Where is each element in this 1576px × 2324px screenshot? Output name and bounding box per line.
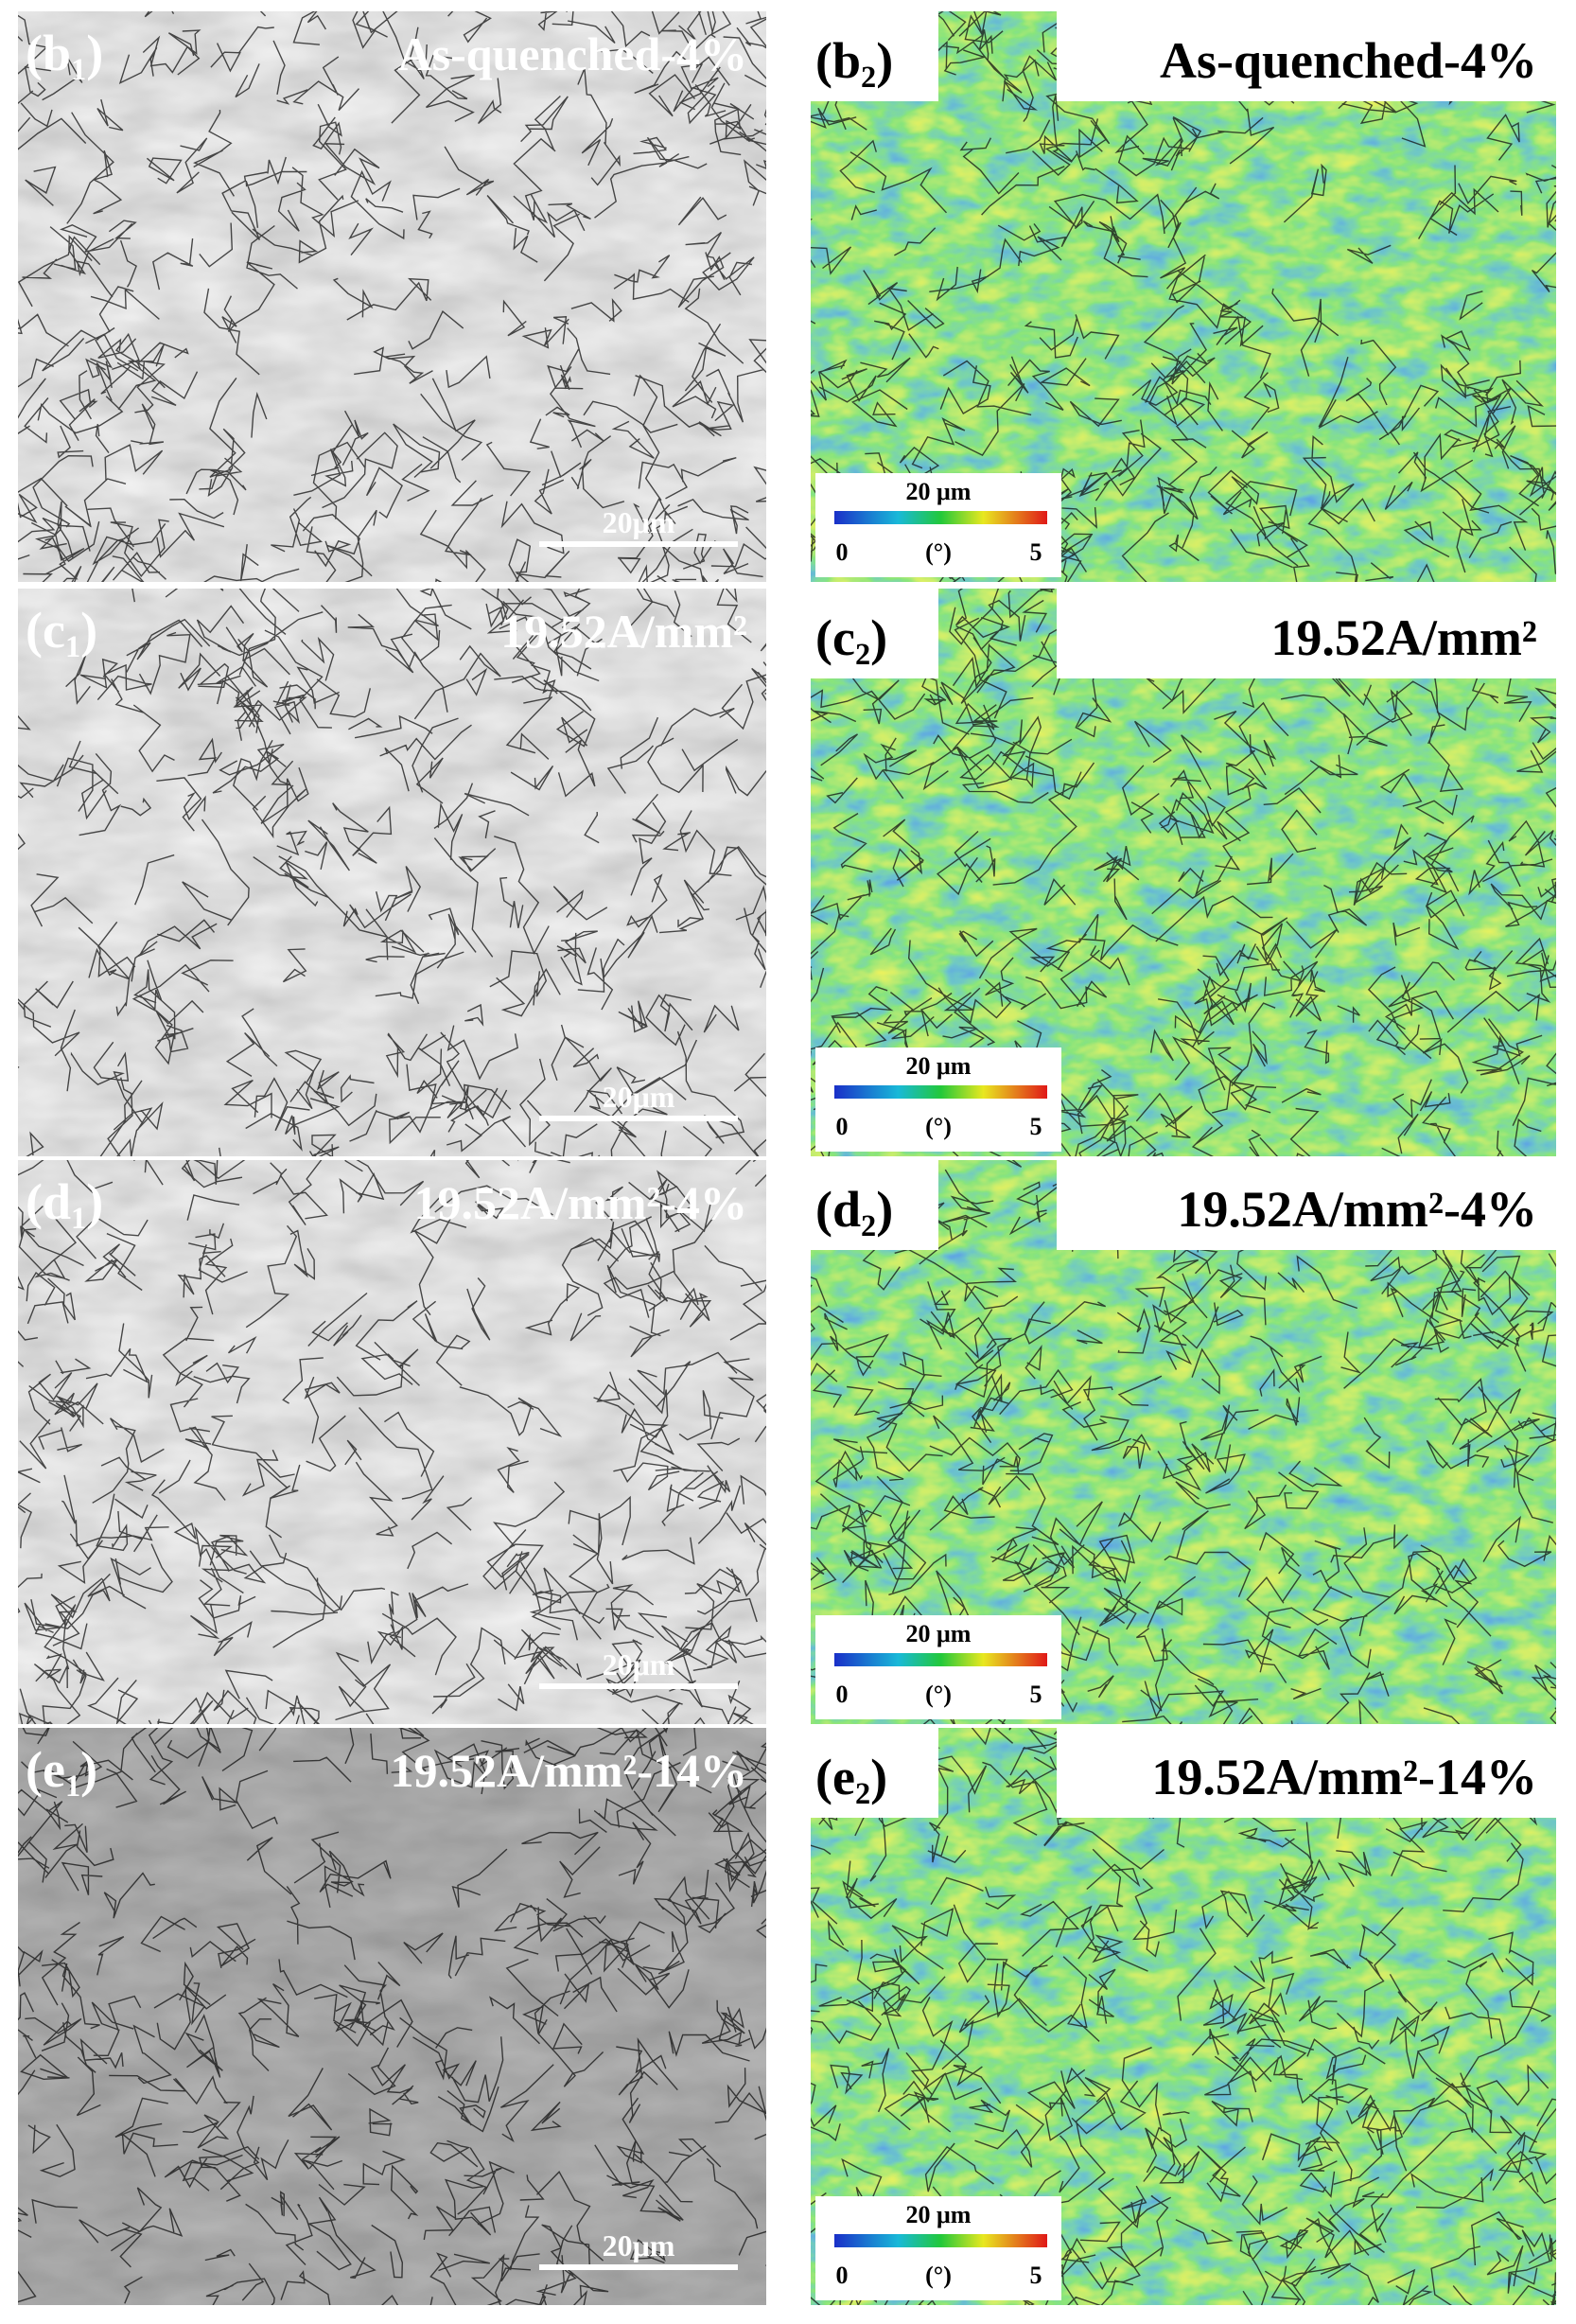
legend-max: 5	[1030, 2262, 1042, 2289]
scale-label: 20μm	[603, 2228, 675, 2262]
shade	[18, 1728, 766, 2305]
scale-label: 20μm	[603, 505, 675, 539]
grain-boundaries	[18, 11, 766, 582]
legend-colorbar	[834, 1653, 1047, 1666]
panel-label: (e1)	[26, 1741, 97, 1804]
kam-map-panel: (d2) 19.52A/mm²-4% 20 μm 0 (°) 5	[811, 1160, 1556, 1724]
panel-title: As-quenched-4%	[1160, 32, 1537, 89]
panel-label: (d2)	[815, 1181, 893, 1243]
legend-scale-label: 20 μm	[906, 2201, 972, 2228]
micrograph-panel: (d1) 19.52A/mm²-4% 20μm	[18, 1160, 766, 1724]
legend-min: 0	[836, 1681, 849, 1708]
label-box	[811, 11, 938, 101]
legend-max: 5	[1030, 1113, 1042, 1140]
legend-box	[815, 1615, 1061, 1719]
legend-unit: (°)	[925, 1681, 952, 1708]
grain-boundaries	[18, 1160, 766, 1724]
kam-map-panel: (e2) 19.52A/mm²-14% 20 μm 0 (°) 5	[811, 1728, 1556, 2305]
title-box	[1057, 11, 1556, 101]
legend-box	[815, 473, 1061, 577]
grain-boundaries	[18, 1728, 766, 2305]
label-box	[811, 589, 938, 678]
kam-map-panel: (b2) As-quenched-4% 20 μm 0 (°) 5	[811, 11, 1556, 582]
title-box	[1057, 589, 1556, 678]
panel-title: 19.52A/mm²	[500, 605, 747, 658]
grain-boundaries	[18, 589, 766, 1156]
panel-label: (c1)	[26, 602, 97, 664]
legend-colorbar	[834, 511, 1047, 524]
panel-label: (e2)	[815, 1749, 887, 1811]
legend-colorbar	[834, 1085, 1047, 1099]
panel-title: 19.52A/mm²-4%	[414, 1176, 747, 1229]
legend-box	[815, 1048, 1061, 1152]
legend-min: 0	[836, 538, 849, 566]
legend-scale-label: 20 μm	[906, 1052, 972, 1080]
kam-map-panel: (c2) 19.52A/mm² 20 μm 0 (°) 5	[811, 589, 1556, 1156]
scale-label: 20μm	[603, 1080, 675, 1114]
legend-scale-label: 20 μm	[906, 1620, 972, 1647]
legend-unit: (°)	[925, 538, 952, 566]
legend-unit: (°)	[925, 2262, 952, 2289]
label-box	[811, 1160, 938, 1250]
panel-label: (d1)	[26, 1173, 103, 1236]
title-box	[1057, 1728, 1556, 1818]
panel-label: (c2)	[815, 609, 887, 672]
panel-label: (b2)	[815, 32, 893, 95]
legend-scale-label: 20 μm	[906, 478, 972, 505]
legend-min: 0	[836, 2262, 849, 2289]
label-box	[811, 1728, 938, 1818]
legend-colorbar	[834, 2234, 1047, 2247]
micrograph-panel: (e1) 19.52A/mm²-14% 20μm	[18, 1728, 766, 2305]
legend-max: 5	[1030, 1681, 1042, 1708]
scale-label: 20μm	[603, 1647, 675, 1681]
panel-title: As-quenched-4%	[398, 27, 747, 80]
panel-title: 19.52A/mm²-4%	[1177, 1181, 1537, 1238]
legend-min: 0	[836, 1113, 849, 1140]
micrograph	[18, 11, 766, 582]
micrograph	[18, 589, 766, 1156]
panel-label: (b1)	[26, 25, 103, 87]
panel-title: 19.52A/mm²-14%	[391, 1744, 747, 1797]
legend-box	[815, 2196, 1061, 2300]
legend-max: 5	[1030, 538, 1042, 566]
panel-title: 19.52A/mm²	[1270, 609, 1537, 666]
micrograph-panel: (c1) 19.52A/mm² 20μm	[18, 589, 766, 1156]
panel-title: 19.52A/mm²-14%	[1151, 1749, 1537, 1805]
title-box	[1057, 1160, 1556, 1250]
legend-unit: (°)	[925, 1113, 952, 1140]
micrograph-panel: (b1) As-quenched-4% 20μm	[18, 11, 766, 582]
